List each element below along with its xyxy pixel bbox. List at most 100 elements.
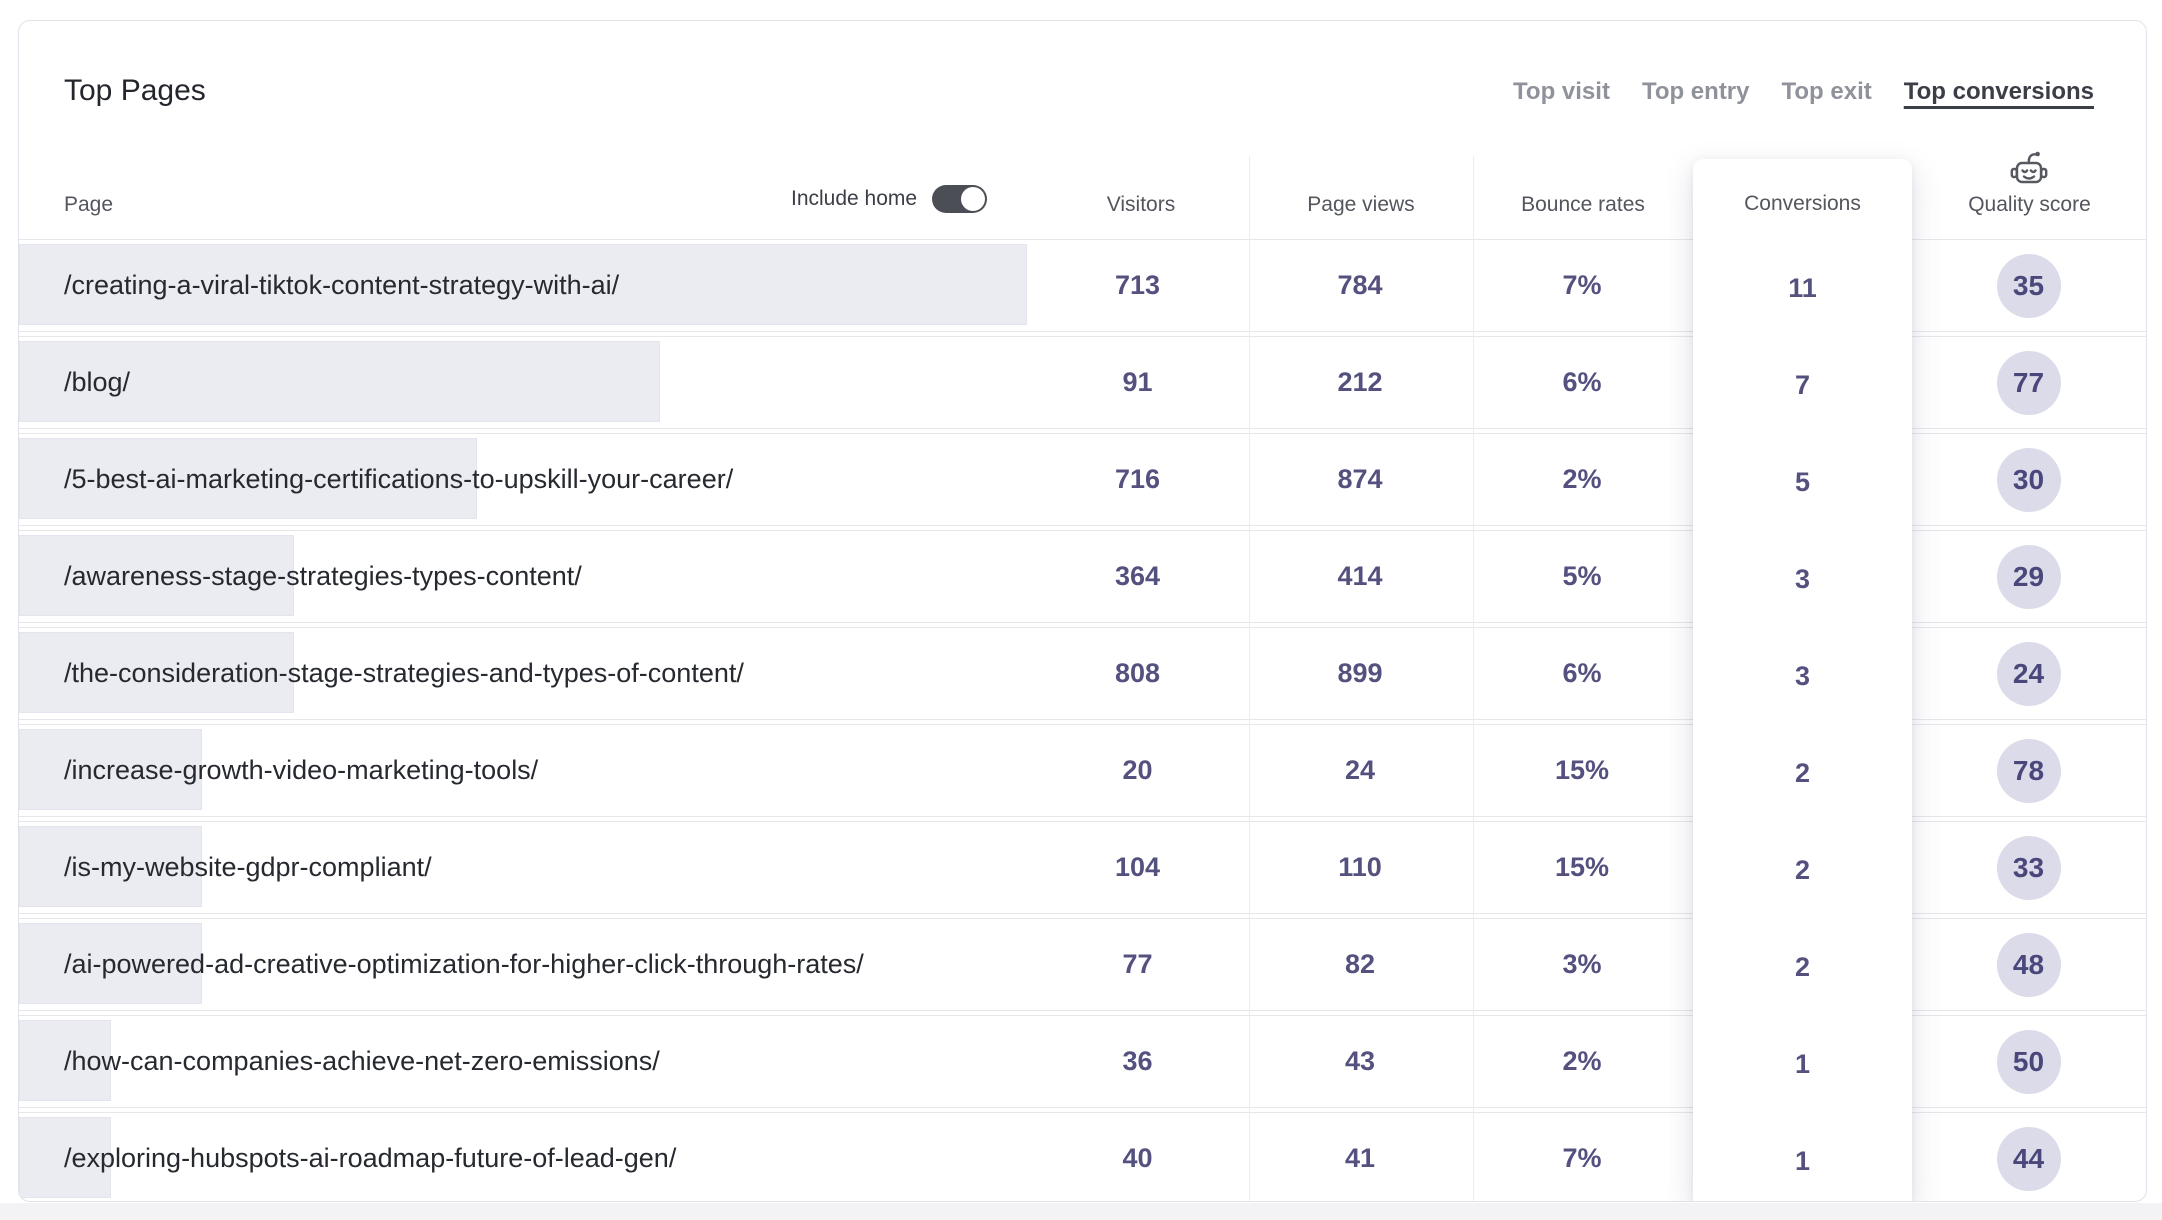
visitors-cell: 77 [1122, 949, 1153, 979]
visitors-cell: 20 [1122, 755, 1153, 785]
toggle-knob [961, 187, 986, 211]
conversion-bar [19, 826, 203, 907]
quality-score-badge: 44 [1996, 1126, 2061, 1191]
table-row[interactable]: /the-consideration-stage-strategies-and-… [19, 627, 2146, 720]
quality-score-cell: 50 [1911, 1016, 2146, 1107]
visitors-cell: 40 [1122, 1143, 1153, 1173]
page-url: /increase-growth-video-marketing-tools/ [64, 755, 539, 785]
quality-score-cell: 29 [1911, 531, 2146, 622]
quality-score-badge: 35 [1996, 253, 2061, 318]
table-row[interactable]: /ai-powered-ad-creative-optimization-for… [19, 918, 2146, 1011]
visitors-cell: 104 [1114, 852, 1161, 882]
quality-score-badge: 78 [1996, 738, 2061, 803]
page-cell[interactable]: /how-can-companies-achieve-net-zero-emis… [19, 1016, 1027, 1107]
page-background-strip [0, 1203, 2162, 1220]
visitors-cell: 808 [1114, 658, 1161, 688]
quality-score-cell: 78 [1911, 725, 2146, 816]
page-cell[interactable]: /blog/ [19, 337, 1027, 428]
column-divider [1473, 156, 1474, 1201]
visitors-cell: 713 [1114, 270, 1161, 300]
page-cell[interactable]: /ai-powered-ad-creative-optimization-for… [19, 919, 1027, 1010]
bounce-rate-cell: 6% [1562, 658, 1602, 688]
page-cell[interactable]: /awareness-stage-strategies-types-conten… [19, 531, 1027, 622]
conversions-value: 2 [1794, 855, 1811, 885]
conversions-value: 11 [1788, 273, 1817, 303]
table-row[interactable]: /blog/91 212 6% 77 [19, 336, 2146, 429]
bounce-rate-cell: 2% [1562, 464, 1602, 494]
tab-top-conversions[interactable]: Top conversions [1903, 78, 2094, 105]
page-url: /how-can-companies-achieve-net-zero-emis… [64, 1046, 660, 1076]
conversions-value: 2 [1794, 952, 1811, 982]
page-views-cell: 899 [1337, 658, 1383, 688]
column-header-conversions: Conversions [1744, 192, 1861, 215]
quality-score-badge: 50 [1996, 1029, 2061, 1094]
page-url: /the-consideration-stage-strategies-and-… [64, 658, 744, 688]
bounce-rate-cell: 15% [1554, 852, 1610, 882]
page-cell[interactable]: /increase-growth-video-marketing-tools/ [19, 725, 1027, 816]
column-header-page: Page [64, 193, 114, 216]
page-cell[interactable]: /5-best-ai-marketing-certifications-to-u… [19, 434, 1027, 525]
page-views-cell: 41 [1344, 1143, 1376, 1173]
page-title: Top Pages [64, 74, 206, 107]
conversion-bar [19, 341, 661, 422]
page-cell[interactable]: /is-my-website-gdpr-compliant/ [19, 822, 1027, 913]
quality-score-badge: 48 [1996, 932, 2061, 997]
bounce-rate-cell: 15% [1554, 755, 1610, 785]
conversion-bar [19, 1117, 111, 1198]
table-body: /creating-a-viral-tiktok-content-strateg… [19, 239, 2146, 1201]
include-home-label: Include home [791, 187, 918, 210]
conversions-value: 5 [1794, 467, 1811, 497]
bounce-rate-cell: 7% [1562, 1143, 1602, 1173]
page-url: /exploring-hubspots-ai-roadmap-future-of… [64, 1143, 677, 1173]
table-row[interactable]: /awareness-stage-strategies-types-conten… [19, 530, 2146, 623]
conversions-value: 7 [1794, 370, 1811, 400]
page-views-cell: 82 [1344, 949, 1376, 979]
bounce-rate-cell: 3% [1562, 949, 1602, 979]
table-row[interactable]: /creating-a-viral-tiktok-content-strateg… [19, 239, 2146, 332]
conversion-bar [19, 244, 1027, 325]
top-pages-card: Top Pages Top visit Top entry Top exit Top … [18, 20, 2147, 1202]
conversion-bar [19, 729, 203, 810]
page-url: /awareness-stage-strategies-types-conten… [64, 561, 582, 591]
conversion-bar [19, 923, 203, 1004]
page-url: /ai-powered-ad-creative-optimization-for… [64, 949, 864, 979]
table-row[interactable]: /exploring-hubspots-ai-roadmap-future-of… [19, 1112, 2146, 1201]
table-row[interactable]: /increase-growth-video-marketing-tools/2… [19, 724, 2146, 817]
conversions-value: 2 [1794, 758, 1811, 788]
table-row[interactable]: /is-my-website-gdpr-compliant/104 110 15% 3… [19, 821, 2146, 914]
visitors-cell: 36 [1122, 1046, 1153, 1076]
page-views-cell: 43 [1344, 1046, 1376, 1076]
conversion-bar [19, 535, 294, 616]
conversion-bar [19, 438, 478, 519]
page-cell[interactable]: /creating-a-viral-tiktok-content-strateg… [19, 240, 1027, 331]
robot-icon [2010, 151, 2048, 184]
bounce-rate-cell: 7% [1562, 270, 1602, 300]
bounce-rate-cell: 5% [1562, 561, 1602, 591]
column-divider [1249, 156, 1250, 1201]
quality-score-cell: 44 [1911, 1113, 2146, 1201]
tab-top-entry[interactable]: Top entry [1641, 78, 1750, 105]
table-row[interactable]: /how-can-companies-achieve-net-zero-emis… [19, 1015, 2146, 1108]
tabs: Top visit Top entry Top exit Top conversion… [1513, 77, 2094, 107]
page-cell[interactable]: /the-consideration-stage-strategies-and-… [19, 628, 1027, 719]
conversions-value: 3 [1794, 661, 1811, 691]
quality-score-cell: 35 [1911, 240, 2146, 331]
bounce-rate-cell: 6% [1562, 367, 1602, 397]
page-views-cell: 784 [1337, 270, 1383, 300]
page-views-cell: 110 [1338, 852, 1382, 882]
include-home-control: Include home [791, 184, 988, 214]
conversion-bar [19, 1020, 111, 1101]
tab-top-visit[interactable]: Top visit [1513, 78, 1610, 105]
column-header-visitors: Visitors [1106, 193, 1176, 216]
visitors-cell: 716 [1114, 464, 1161, 494]
include-home-toggle[interactable] [932, 185, 988, 213]
quality-score-cell: 30 [1911, 434, 2146, 525]
conversions-column-card: Conversions 11 7 5 3 3 2 2 2 1 1 [1693, 159, 1912, 1201]
page-cell[interactable]: /exploring-hubspots-ai-roadmap-future-of… [19, 1113, 1027, 1201]
table-row[interactable]: /5-best-ai-marketing-certifications-to-u… [19, 433, 2146, 526]
conversions-value: 3 [1794, 564, 1811, 594]
column-header-bounce-rates: Bounce rates [1521, 193, 1645, 216]
column-header-quality-score: Quality score [1968, 193, 2091, 216]
conversions-value: 1 [1794, 1146, 1811, 1176]
tab-top-exit[interactable]: Top exit [1781, 78, 1872, 105]
